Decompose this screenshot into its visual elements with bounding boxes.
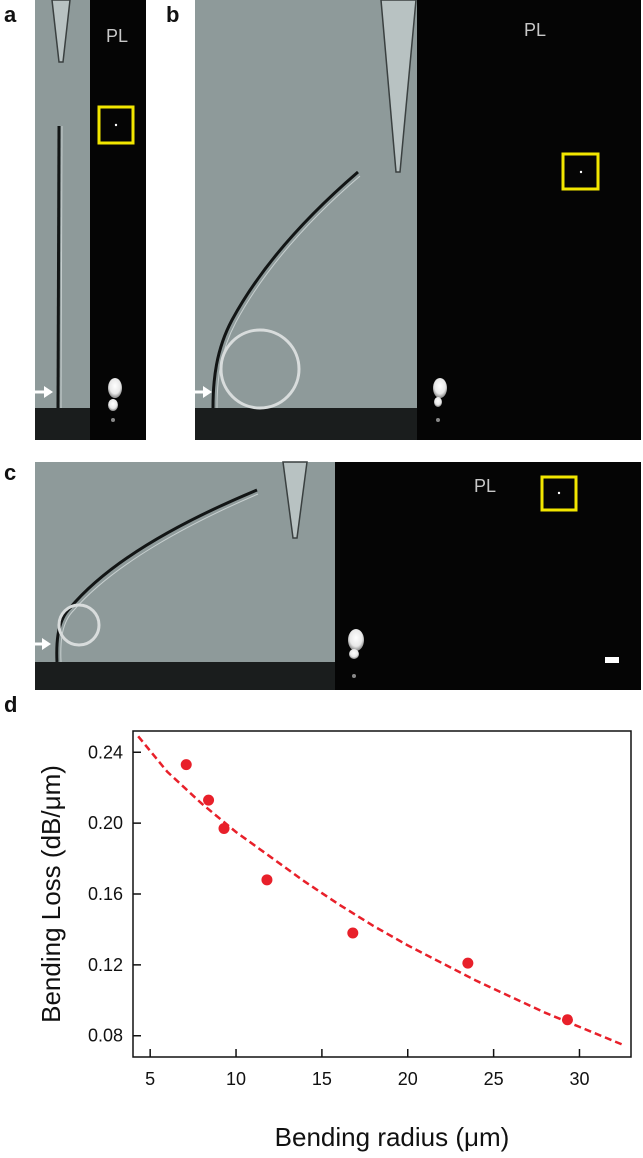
data-point <box>347 927 359 939</box>
y-tick-label: 0.16 <box>88 884 123 904</box>
panel-a: PL <box>35 0 146 440</box>
panel-b-excitation-spot <box>433 378 447 422</box>
panel-a-pl-label: PL <box>106 26 128 46</box>
fit-curve <box>137 735 623 1046</box>
x-tick-label: 10 <box>226 1069 246 1089</box>
data-point <box>218 822 230 834</box>
panel-c-scale-bar <box>605 657 619 663</box>
panel-a-emission-spot <box>114 123 118 127</box>
panel-b: PL <box>195 0 641 440</box>
panel-c: PL <box>35 461 641 690</box>
panel-c-excitation-spot <box>348 629 364 678</box>
panel-b-bend-circle <box>219 328 301 410</box>
panel-letter-b: b <box>166 2 180 27</box>
panel-b-probe-tip <box>380 0 417 173</box>
data-point <box>462 957 474 969</box>
panel-c-arrow <box>35 638 51 650</box>
panel-a-nanowire <box>56 125 61 409</box>
panel-b-pl-label: PL <box>524 20 546 40</box>
panel-c-brightfield <box>35 462 335 690</box>
panel-b-bent-nanowire <box>211 170 359 409</box>
x-tick-label: 20 <box>398 1069 418 1089</box>
panel-a-brightfield <box>35 0 90 440</box>
panel-c-highlight-box <box>540 475 578 512</box>
panel-b-arrow <box>195 386 212 398</box>
x-axis-label: Bending radius (μm) <box>275 1122 510 1152</box>
y-tick-label: 0.24 <box>88 742 123 762</box>
panel-c-bent-nanowire <box>55 488 258 663</box>
chart-plot-frame <box>132 730 632 1058</box>
panel-c-bend-circle <box>57 603 101 647</box>
panel-a-substrate <box>35 408 90 440</box>
data-point <box>261 874 273 886</box>
panel-a-arrow <box>35 386 53 398</box>
y-axis-label: Bending Loss (dB/μm) <box>36 765 66 1023</box>
panel-a-highlight-box <box>97 105 135 145</box>
panel-b-pl-image <box>417 0 641 440</box>
y-tick-label: 0.08 <box>88 1026 123 1046</box>
x-tick-label: 5 <box>145 1069 155 1089</box>
x-tick-label: 15 <box>312 1069 332 1089</box>
panel-b-substrate <box>195 408 417 440</box>
y-axis-ticks: 0.08 0.12 0.16 0.20 0.24 <box>88 742 141 1046</box>
data-point <box>180 759 192 771</box>
panel-letter-c: c <box>4 460 17 485</box>
panel-a-excitation-spot <box>108 378 122 422</box>
panel-letter-a: a <box>4 2 17 27</box>
panel-b-emission-spot <box>579 170 583 174</box>
x-tick-label: 30 <box>569 1069 589 1089</box>
x-axis-ticks: 5 10 15 20 25 30 <box>145 1049 589 1089</box>
y-tick-label: 0.20 <box>88 813 123 833</box>
x-tick-label: 25 <box>484 1069 504 1089</box>
y-tick-label: 0.12 <box>88 955 123 975</box>
data-points <box>180 759 573 1026</box>
micrograph-panels: PL PL <box>35 0 641 690</box>
panel-a-probe-tip <box>51 0 71 63</box>
panel-a-pl-image <box>90 0 146 440</box>
panel-c-emission-spot <box>557 491 561 495</box>
data-point <box>561 1014 573 1026</box>
panel-c-substrate <box>35 662 335 690</box>
panel-c-probe-tip <box>282 461 308 539</box>
panel-c-pl-image <box>335 462 641 690</box>
panel-b-highlight-box <box>561 152 600 191</box>
panel-c-pl-label: PL <box>474 476 496 496</box>
data-point <box>203 794 215 806</box>
panel-letter-d: d <box>4 692 18 717</box>
